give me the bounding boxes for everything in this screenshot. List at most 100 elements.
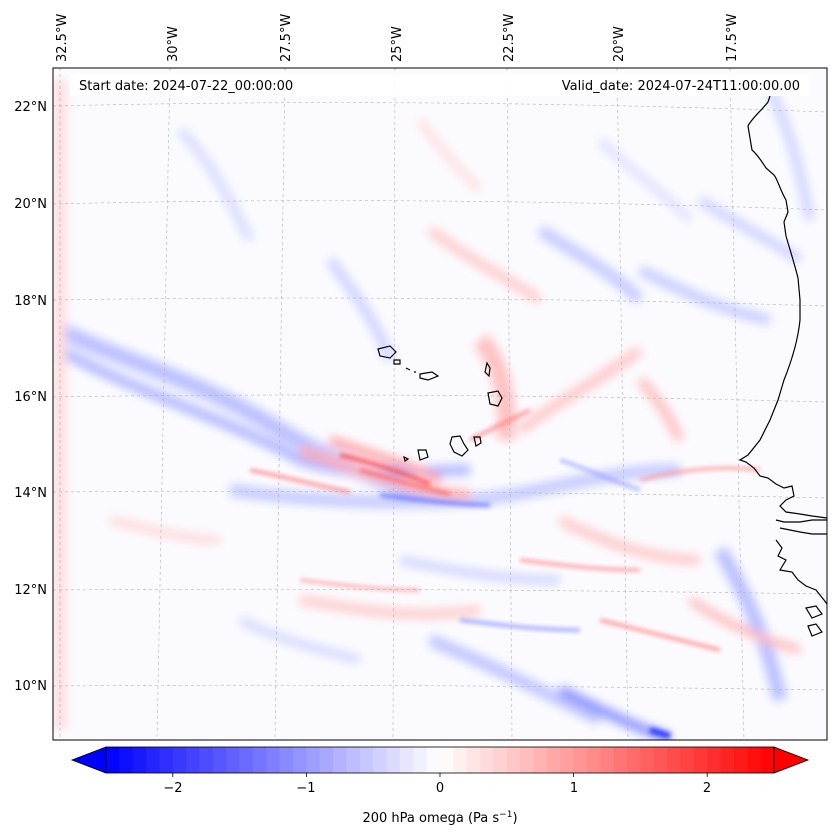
colorbar-segment bbox=[627, 747, 641, 773]
colorbar-segment bbox=[466, 747, 481, 773]
map-panel: Start date: 2024-07-22_00:00:00 Valid_da… bbox=[52, 67, 828, 741]
colorbar-segment bbox=[333, 747, 348, 773]
colorbar-label-main: 200 hPa omega (Pa s bbox=[362, 811, 499, 826]
lat-label-22n: 22°N bbox=[14, 100, 47, 115]
colorbar-segment bbox=[386, 747, 401, 773]
colorbar-segment bbox=[159, 747, 174, 773]
lat-label-20n: 20°N bbox=[14, 197, 47, 212]
lon-label-22-5w: 22.5°W bbox=[502, 14, 517, 62]
colorbar-segment bbox=[172, 747, 187, 773]
colorbar-segment bbox=[146, 747, 161, 773]
lon-label-27-5w: 27.5°W bbox=[279, 14, 294, 62]
colorbar-segment bbox=[560, 747, 575, 773]
colorbar-segment bbox=[533, 747, 548, 773]
colorbar-segment bbox=[239, 747, 254, 773]
colorbar-segment bbox=[319, 747, 334, 773]
lat-label-12n: 12°N bbox=[14, 583, 47, 598]
lat-label-14n: 14°N bbox=[14, 486, 47, 501]
africa-coastline bbox=[738, 95, 827, 519]
colorbar-segment bbox=[293, 747, 307, 773]
lat-label-10n: 10°N bbox=[14, 679, 47, 694]
colorbar-segment bbox=[493, 747, 508, 773]
colorbar-segment bbox=[653, 747, 668, 773]
colorbar-segment bbox=[399, 747, 414, 773]
sao-nicolau-island bbox=[419, 371, 440, 381]
colorbar-segment bbox=[520, 747, 535, 773]
colorbar-segment bbox=[252, 747, 267, 773]
colorbar-segment bbox=[693, 747, 708, 773]
lon-label-32-5w: 32.5°W bbox=[55, 14, 70, 62]
boa-vista-island bbox=[487, 390, 503, 407]
longitude-labels: 32.5°W 30°W 27.5°W 25°W 22.5°W 20°W 17.5… bbox=[55, 14, 740, 62]
colorbar-tick-label: −1 bbox=[296, 781, 315, 796]
colorbar-segment bbox=[720, 747, 735, 773]
santiago-island bbox=[449, 435, 469, 457]
colorbar-segment bbox=[106, 747, 120, 773]
colorbar-segment bbox=[480, 747, 495, 773]
santo-antao-island bbox=[377, 345, 397, 359]
start-date-label: Start date: 2024-07-22_00:00:00 bbox=[79, 79, 293, 94]
colorbar-label-exponent: −1 bbox=[499, 810, 512, 820]
colorbar-segment bbox=[346, 747, 361, 773]
colorbar-extend-min bbox=[70, 746, 107, 774]
colorbar-segment bbox=[359, 747, 374, 773]
colorbar-segment bbox=[586, 747, 601, 773]
guinea-bissau-coastline bbox=[775, 539, 827, 605]
colorbar-segment bbox=[600, 747, 615, 773]
colorbar-segment bbox=[453, 747, 468, 773]
colorbar-segment bbox=[426, 747, 441, 773]
colorbar-segment bbox=[119, 747, 134, 773]
fogo-island bbox=[417, 449, 429, 461]
bissagos-islands bbox=[805, 605, 823, 637]
colorbar-segment bbox=[680, 747, 695, 773]
colorbar-tick-label: −2 bbox=[163, 781, 182, 796]
colorbar-tick-label: 0 bbox=[436, 781, 444, 796]
colorbar-segment bbox=[373, 747, 388, 773]
colorbar-segment bbox=[667, 747, 682, 773]
colorbar-segment bbox=[226, 747, 241, 773]
gambia-coastline bbox=[775, 519, 827, 535]
colorbar-segment bbox=[279, 747, 294, 773]
colorbar: −2 −1 0 1 2 200 hPa omega (Pa s−1) bbox=[70, 746, 810, 826]
colorbar-ticks bbox=[172, 773, 708, 777]
colorbar-segment bbox=[132, 747, 147, 773]
colorbar-segment bbox=[733, 747, 748, 773]
colorbar-segment bbox=[199, 747, 214, 773]
lat-label-16n: 16°N bbox=[14, 390, 47, 405]
colorbar-segment bbox=[186, 747, 201, 773]
brava-island bbox=[403, 455, 410, 462]
sao-vicente-island bbox=[393, 359, 401, 365]
header-strip bbox=[70, 74, 810, 96]
lon-label-25w: 25°W bbox=[390, 26, 405, 62]
colorbar-segment bbox=[640, 747, 655, 773]
sal-island bbox=[484, 361, 491, 378]
map-gridlines bbox=[53, 68, 827, 740]
lon-label-30w: 30°W bbox=[166, 26, 181, 62]
colorbar-tick-label: 1 bbox=[570, 781, 578, 796]
colorbar-segment bbox=[707, 747, 722, 773]
colorbar-segment bbox=[747, 747, 762, 773]
colorbar-segment bbox=[546, 747, 561, 773]
colorbar-segment bbox=[306, 747, 321, 773]
lon-label-20w: 20°W bbox=[612, 26, 627, 62]
colorbar-label-close: ) bbox=[512, 811, 517, 826]
colorbar-segments bbox=[106, 747, 775, 773]
latitude-labels: 22°N 20°N 18°N 16°N 14°N 12°N 10°N bbox=[14, 100, 47, 694]
colorbar-segment bbox=[440, 747, 454, 773]
maio-island bbox=[473, 436, 482, 447]
colorbar-label: 200 hPa omega (Pa s−1) bbox=[362, 810, 517, 826]
map-frame bbox=[52, 67, 828, 741]
lon-label-17-5w: 17.5°W bbox=[725, 14, 740, 62]
lat-label-18n: 18°N bbox=[14, 294, 47, 309]
colorbar-segment bbox=[760, 747, 775, 773]
santa-luzia-island bbox=[405, 367, 416, 373]
colorbar-segment bbox=[573, 747, 588, 773]
colorbar-segment bbox=[266, 747, 281, 773]
valid-date-label: Valid_date: 2024-07-24T11:00:00.00 bbox=[562, 79, 800, 94]
colorbar-tick-label: 2 bbox=[703, 781, 711, 796]
colorbar-extend-max bbox=[773, 746, 810, 774]
colorbar-segment bbox=[212, 747, 227, 773]
colorbar-segment bbox=[413, 747, 428, 773]
coastlines bbox=[377, 95, 827, 637]
